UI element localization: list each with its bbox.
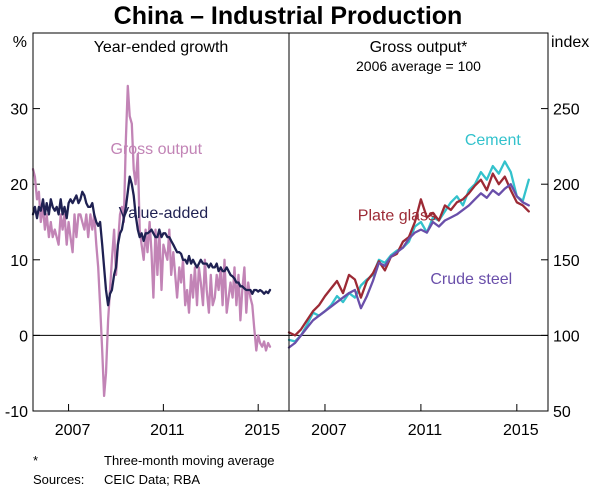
panel2-y-tick-label: 50 — [553, 404, 571, 421]
footnote-text: Three-month moving average — [104, 453, 275, 468]
panel1-x-tick-label: 2015 — [244, 422, 280, 439]
panel2-x-tick-label: 2015 — [503, 422, 539, 439]
panel2-x-tick-label: 2007 — [311, 422, 347, 439]
series-label-plate-glass: Plate glass — [358, 207, 436, 224]
series-label-value-added: Value-added — [119, 205, 209, 222]
panel1-y-tick-label: -10 — [5, 404, 28, 421]
footnote-marker: * — [33, 453, 38, 468]
panel2-subtitle: 2006 average = 100 — [356, 58, 481, 74]
plot-frame — [32, 32, 549, 412]
panel-year-ended-growth: -10 0 10 20 30 2007 2011 2015% Year-ended growth… — [5, 34, 289, 439]
panel2-y-tick-label: 200 — [553, 177, 580, 194]
series-line-value-added — [31, 175, 272, 307]
series-line-crude-steel — [287, 183, 530, 349]
panel1-y-tick-label: 10 — [10, 253, 28, 270]
panel2-x-tick-label: 2011 — [408, 422, 443, 439]
panel1-x-tick-label: 2007 — [55, 422, 91, 439]
series-line-cement — [287, 160, 530, 343]
panel1-unit-label: % — [13, 34, 27, 51]
chart-title: China – Industrial Production — [114, 2, 463, 30]
panel1-y-tick-label: 0 — [19, 328, 28, 345]
panel2-y-tick-label: 100 — [553, 328, 580, 345]
panel1-title: Year-ended growth — [94, 39, 229, 56]
panel-gross-output: 50 100 150 200 250 2007 2011 2015 index Gross out… — [287, 34, 589, 439]
panel2-title: Gross output* — [370, 39, 468, 56]
panel1-y-tick-label: 30 — [10, 102, 28, 119]
panel2-unit-label: index — [551, 34, 589, 51]
panel1-y-tick-label: 20 — [10, 177, 28, 194]
series-label-crude-steel: Crude steel — [430, 271, 512, 288]
series-line-gross-output — [31, 84, 272, 398]
sources-text: CEIC Data; RBA — [104, 472, 200, 487]
panel1-x-tick-label: 2011 — [150, 422, 185, 439]
panel2-y-tick-label: 150 — [553, 253, 580, 270]
series-label-cement: Cement — [465, 132, 522, 149]
panel2-y-tick-label: 250 — [553, 102, 580, 119]
series-label-gross-output: Gross output — [110, 141, 202, 158]
sources-label: Sources: — [33, 472, 84, 487]
